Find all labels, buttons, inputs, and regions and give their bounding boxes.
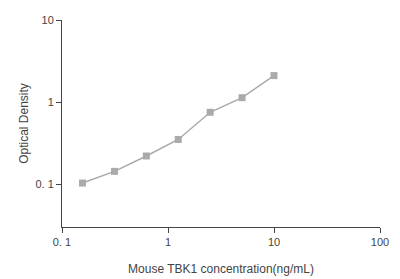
- svg-text:0. 1: 0. 1: [35, 178, 53, 190]
- svg-text:0. 1: 0. 1: [53, 236, 71, 248]
- svg-text:1: 1: [48, 96, 54, 108]
- svg-text:Mouse TBK1 concentration(ng/mL: Mouse TBK1 concentration(ng/mL): [128, 262, 314, 276]
- svg-text:10: 10: [42, 14, 54, 26]
- svg-text:1: 1: [165, 236, 171, 248]
- svg-text:Optical Density: Optical Density: [17, 83, 31, 164]
- svg-text:100: 100: [371, 236, 389, 248]
- svg-text:10: 10: [268, 236, 280, 248]
